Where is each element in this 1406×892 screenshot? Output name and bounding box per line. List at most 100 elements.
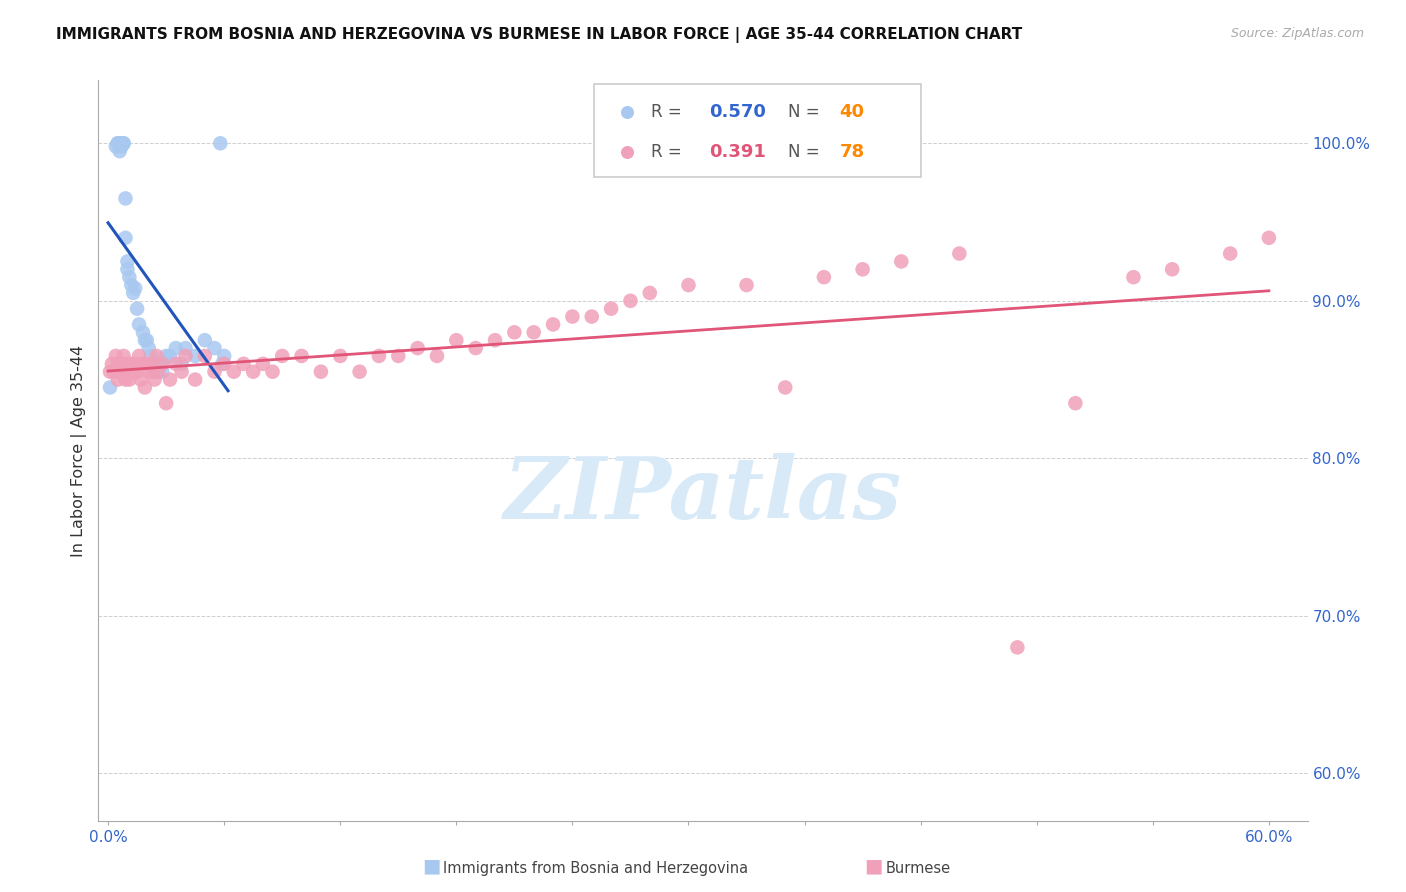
Point xyxy=(117,254,139,268)
Point xyxy=(406,341,429,355)
Point xyxy=(107,136,129,151)
Point xyxy=(242,365,264,379)
Point xyxy=(174,341,197,355)
Point xyxy=(541,318,564,332)
Point xyxy=(138,341,160,355)
Point xyxy=(143,373,166,387)
Text: ■: ■ xyxy=(422,857,440,876)
Point xyxy=(132,326,155,340)
Point xyxy=(111,365,134,379)
Point xyxy=(103,365,125,379)
Point xyxy=(128,318,150,332)
Point xyxy=(387,349,409,363)
Point xyxy=(112,136,135,151)
Point xyxy=(117,365,139,379)
Point xyxy=(111,357,134,371)
Point xyxy=(159,373,181,387)
Point xyxy=(124,357,146,371)
Point xyxy=(114,231,136,245)
Point xyxy=(948,246,970,260)
Point xyxy=(107,136,129,151)
Point xyxy=(184,373,207,387)
Text: 0.391: 0.391 xyxy=(709,143,766,161)
Point xyxy=(174,349,197,363)
Point xyxy=(120,357,142,371)
Point xyxy=(619,293,641,308)
Point xyxy=(108,144,131,158)
Point xyxy=(194,349,217,363)
Point xyxy=(484,333,506,347)
Point xyxy=(104,349,127,363)
Point xyxy=(1122,270,1144,285)
Point xyxy=(111,136,134,151)
Y-axis label: In Labor Force | Age 35-44: In Labor Force | Age 35-44 xyxy=(72,344,87,557)
Point xyxy=(114,365,136,379)
Point xyxy=(108,365,131,379)
Point xyxy=(149,357,172,371)
Point xyxy=(446,333,468,347)
Point xyxy=(165,357,187,371)
Point xyxy=(107,357,129,371)
Point xyxy=(128,349,150,363)
Point xyxy=(138,365,160,379)
Point xyxy=(98,380,121,394)
Point xyxy=(212,357,235,371)
Text: Source: ZipAtlas.com: Source: ZipAtlas.com xyxy=(1230,27,1364,40)
Point xyxy=(523,326,546,340)
Text: Immigrants from Bosnia and Herzegovina: Immigrants from Bosnia and Herzegovina xyxy=(443,861,748,876)
Point xyxy=(209,136,232,151)
Point xyxy=(290,349,312,363)
Point xyxy=(127,365,149,379)
Point xyxy=(98,365,121,379)
Point xyxy=(194,333,217,347)
Point xyxy=(561,310,583,324)
Text: ZIPatlas: ZIPatlas xyxy=(503,453,903,537)
Point xyxy=(170,357,193,371)
Point xyxy=(129,373,152,387)
Point xyxy=(150,365,173,379)
Point xyxy=(139,349,162,363)
Point xyxy=(118,270,141,285)
Point xyxy=(1007,640,1029,655)
Text: 0.570: 0.570 xyxy=(709,103,766,120)
Point xyxy=(165,341,187,355)
Text: N =: N = xyxy=(787,103,824,120)
Point xyxy=(159,349,181,363)
Point xyxy=(271,349,294,363)
Point xyxy=(104,139,127,153)
Text: N =: N = xyxy=(787,143,824,161)
Point xyxy=(309,365,332,379)
Point xyxy=(1161,262,1184,277)
Point xyxy=(1257,231,1279,245)
Point xyxy=(117,357,139,371)
Point xyxy=(134,333,156,347)
Point xyxy=(135,333,157,347)
Point xyxy=(252,357,274,371)
Point xyxy=(118,373,141,387)
Point xyxy=(150,357,173,371)
Text: R =: R = xyxy=(651,103,688,120)
Point xyxy=(112,349,135,363)
Point xyxy=(232,357,254,371)
Point xyxy=(117,262,139,277)
Point xyxy=(124,281,146,295)
Point xyxy=(464,341,486,355)
Point xyxy=(1064,396,1087,410)
Point xyxy=(638,285,661,300)
Point xyxy=(114,373,136,387)
Point xyxy=(678,278,700,293)
Point xyxy=(143,357,166,371)
Point xyxy=(890,254,912,268)
Point xyxy=(204,365,226,379)
Point xyxy=(155,396,177,410)
Point xyxy=(134,380,156,394)
Point xyxy=(600,301,623,316)
Point xyxy=(122,365,145,379)
FancyBboxPatch shape xyxy=(595,84,921,177)
Point xyxy=(262,365,284,379)
Point xyxy=(212,349,235,363)
Text: R =: R = xyxy=(651,143,688,161)
Point xyxy=(155,349,177,363)
Point xyxy=(145,349,167,363)
Point xyxy=(1219,246,1241,260)
